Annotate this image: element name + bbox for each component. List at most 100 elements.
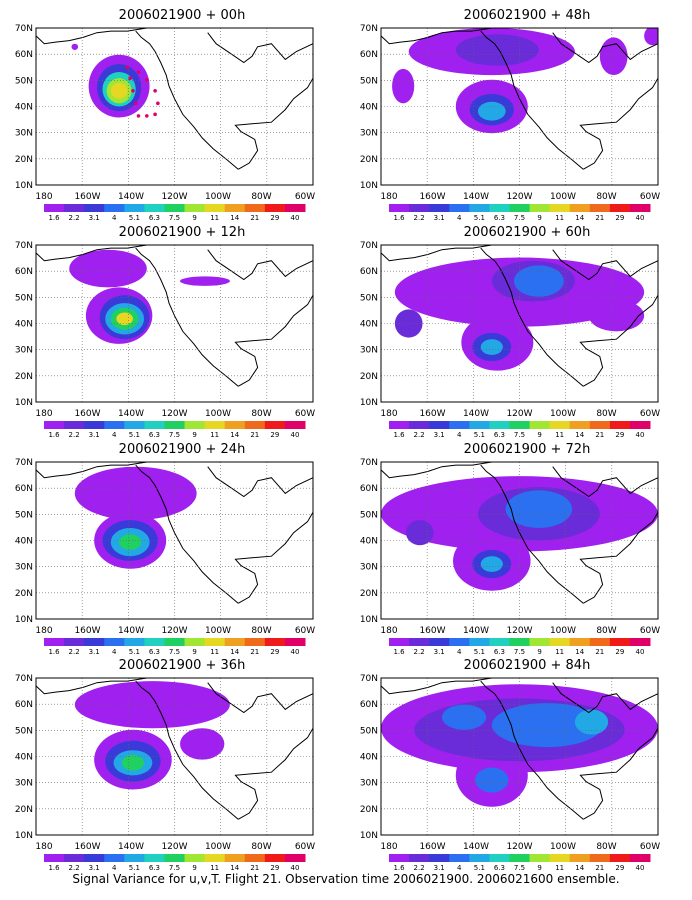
colorbar-label: 2.2 xyxy=(414,648,425,656)
colorbar-label: 40 xyxy=(291,214,300,222)
lat-tick-label: 10N xyxy=(15,615,33,625)
lon-tick-label: 160W xyxy=(419,842,445,852)
colorbar-label: 9 xyxy=(537,431,541,439)
colorbar-segment xyxy=(409,854,430,862)
lon-tick-label: 120W xyxy=(161,409,187,419)
colorbar-label: 3.1 xyxy=(434,214,445,222)
colorbar-segment xyxy=(104,638,125,646)
colorbar-segment xyxy=(589,421,611,429)
coastline xyxy=(234,77,313,170)
colorbar-segment xyxy=(284,854,306,862)
colorbar-label: 14 xyxy=(575,648,584,656)
lon-tick-label: 100W xyxy=(550,409,576,419)
colorbar-label: 1.6 xyxy=(393,431,405,439)
panel-84h: 2006021900 + 84h 70N 60N 50N 40N 30N 20N 10N 18… xyxy=(357,658,692,880)
colorbar-label: 21 xyxy=(250,431,259,439)
colorbar-label: 2.2 xyxy=(414,864,425,872)
coastline xyxy=(552,466,658,498)
lon-tick-label: 120W xyxy=(161,626,187,636)
lon-tick-label: 60W xyxy=(640,409,660,419)
lon-tick-label: 140W xyxy=(463,409,489,419)
coastline xyxy=(579,727,658,820)
variance-contour xyxy=(392,68,415,104)
colorbar-label: 40 xyxy=(291,864,300,872)
colorbar-segment xyxy=(509,204,531,212)
colorbar-segment xyxy=(609,854,631,862)
colorbar-label: 40 xyxy=(636,648,645,656)
lat-tick-label: 50N xyxy=(360,76,378,86)
colorbar-segment xyxy=(224,854,246,862)
lat-tick-label: 70N xyxy=(360,24,378,34)
lat-tick-label: 60N xyxy=(360,700,378,710)
lon-tick-label: 80W xyxy=(251,626,271,636)
colorbar-segment xyxy=(184,854,206,862)
colorbar-segment xyxy=(489,638,510,646)
colorbar-label: 11 xyxy=(210,648,219,656)
flight-track-dot xyxy=(156,101,160,106)
panel-title: 2006021900 + 00h xyxy=(118,8,246,23)
colorbar-label: 29 xyxy=(615,648,624,656)
coastline xyxy=(36,245,147,262)
flight-track-dot xyxy=(128,76,132,81)
lat-tick-label: 70N xyxy=(360,458,378,468)
variance-contour xyxy=(180,728,225,760)
map-frame xyxy=(35,244,314,403)
lat-tick-label: 30N xyxy=(15,779,33,789)
colorbar-label: 7.5 xyxy=(169,648,180,656)
lat-tick-label: 40N xyxy=(360,103,378,113)
colorbar-label: 29 xyxy=(270,431,279,439)
lat-tick-label: 30N xyxy=(15,346,33,356)
lat-tick-label: 70N xyxy=(15,458,33,468)
colorbar-segment xyxy=(124,204,145,212)
colorbar-segment xyxy=(629,421,651,429)
lon-tick-label: 140W xyxy=(463,626,489,636)
colorbar-label: 7.5 xyxy=(514,431,525,439)
colorbar-segment xyxy=(449,854,470,862)
colorbar-segment xyxy=(529,638,551,646)
map-contents xyxy=(36,678,313,835)
colorbar-segment xyxy=(284,204,306,212)
colorbar-segment xyxy=(64,421,85,429)
colorbar-segment xyxy=(489,854,510,862)
lat-tick-label: 10N xyxy=(360,398,378,408)
colorbar-label: 14 xyxy=(230,864,239,872)
colorbar-label: 4 xyxy=(112,431,117,439)
colorbar-segment xyxy=(124,638,145,646)
lon-tick-label: 120W xyxy=(161,842,187,852)
panel-title: 2006021900 + 72h xyxy=(463,442,591,457)
colorbar-segment xyxy=(164,204,186,212)
coastline xyxy=(381,462,492,479)
lon-tick-label: 100W xyxy=(205,626,231,636)
colorbar-label: 5.1 xyxy=(474,864,485,872)
map-frame xyxy=(380,677,659,836)
lon-tick-label: 60W xyxy=(640,626,660,636)
colorbar-label: 6.3 xyxy=(494,431,505,439)
colorbar-label: 14 xyxy=(575,431,584,439)
lat-tick-label: 50N xyxy=(360,510,378,520)
lon-tick-label: 140W xyxy=(118,409,144,419)
lon-tick-label: 160W xyxy=(74,192,100,202)
lon-tick-label: 100W xyxy=(205,842,231,852)
lon-tick-label: 160W xyxy=(419,626,445,636)
colorbar-segment xyxy=(629,638,651,646)
colorbar-label: 2.2 xyxy=(414,431,425,439)
lat-tick-label: 10N xyxy=(360,831,378,841)
lon-tick-label: 120W xyxy=(506,842,532,852)
flight-track-dot xyxy=(145,78,149,82)
lon-tick-label: 80W xyxy=(251,192,271,202)
variance-contour xyxy=(475,767,509,793)
lon-tick-label: 140W xyxy=(118,626,144,636)
colorbar-label: 3.1 xyxy=(89,214,100,222)
colorbar-segment xyxy=(44,638,65,646)
colorbar-segment xyxy=(64,638,85,646)
colorbar-segment xyxy=(529,204,551,212)
colorbar-label: 11 xyxy=(555,214,564,222)
colorbar-segment xyxy=(284,421,306,429)
colorbar-label: 14 xyxy=(230,431,239,439)
colorbar-label: 7.5 xyxy=(514,214,525,222)
colorbar-segment xyxy=(389,204,410,212)
colorbar-label: 3.1 xyxy=(434,864,445,872)
lat-tick-label: 40N xyxy=(15,320,33,330)
